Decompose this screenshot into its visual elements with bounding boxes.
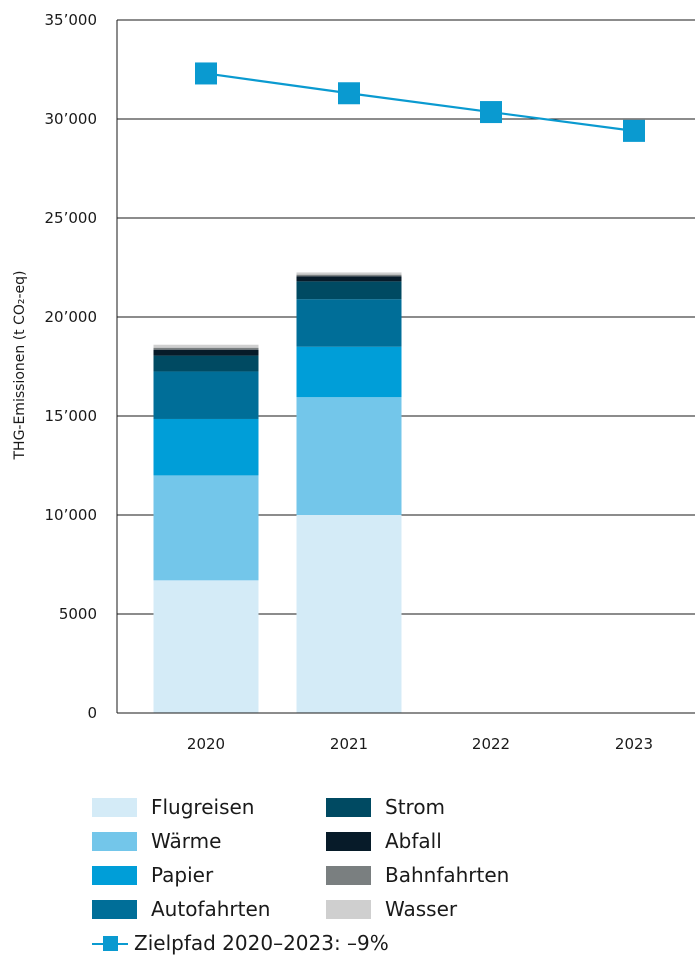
y-axis-label: THG-Emissionen (t CO₂-eq) — [12, 270, 28, 460]
legend-swatch — [326, 899, 371, 919]
bar-segment-strom — [296, 281, 402, 300]
legend-swatch — [92, 797, 137, 817]
bar-segment-autofahrten — [153, 371, 259, 419]
axes: 0 5000 10’000 15’000 20’000 25’000 30’000 35’00… — [45, 11, 695, 753]
legend-swatch — [326, 797, 371, 817]
target-path — [195, 62, 645, 142]
legend-item-target: Zielpfad 2020–2023: –9% — [92, 931, 389, 955]
target-marker — [195, 62, 217, 85]
bar-segment-abfall — [296, 276, 402, 282]
legend-label: Abfall — [385, 829, 442, 853]
bar-segment-wasser — [296, 272, 402, 275]
bar-segment-abfall — [153, 349, 259, 356]
legend-swatch — [326, 865, 371, 885]
legend-item: Abfall — [326, 829, 442, 853]
bar-segment-papier — [296, 346, 402, 398]
bar-segment-bahnfahrten — [296, 274, 402, 277]
x-tick-label: 2020 — [187, 735, 225, 753]
target-line — [205, 72, 635, 132]
y-tick-label: 25’000 — [45, 209, 98, 227]
target-marker — [623, 119, 645, 142]
legend-label: Strom — [385, 795, 446, 819]
legend-item: Flugreisen — [92, 795, 254, 819]
y-tick-label: 30’000 — [45, 110, 98, 128]
legend-item: Wasser — [326, 897, 457, 921]
target-marker — [480, 101, 502, 124]
bar-segment-flugreisen — [153, 580, 259, 713]
legend-label: Papier — [151, 863, 214, 887]
legend-swatch — [326, 831, 371, 851]
y-tick-label: 15’000 — [45, 407, 98, 425]
legend-label: Flugreisen — [151, 795, 255, 819]
y-tick-label: 35’000 — [45, 11, 98, 29]
y-tick-label: 10’000 — [45, 506, 98, 524]
legend-label: Bahnfahrten — [385, 863, 510, 887]
bar-segment-papier — [153, 418, 259, 476]
y-tick-label: 5000 — [59, 605, 97, 623]
emissions-chart: 0 5000 10’000 15’000 20’000 25’000 30’000 35’00… — [12, 11, 695, 753]
legend-label: Wärme — [151, 829, 222, 853]
legend-item: Papier — [92, 863, 213, 887]
bar-segment-wärme — [153, 475, 259, 581]
legend: Flugreisen Wärme Papier Autofahrten Strom Abf… — [92, 795, 692, 957]
legend-item: Wärme — [92, 829, 221, 853]
bar-segment-wärme — [296, 397, 402, 515]
legend-item: Strom — [326, 795, 445, 819]
bar-segment-bahnfahrten — [153, 347, 259, 350]
legend-target-symbol — [92, 934, 128, 953]
x-tick-label: 2022 — [472, 735, 510, 753]
bar-segment-strom — [153, 355, 259, 372]
legend-label: Zielpfad 2020–2023: –9% — [134, 931, 389, 955]
legend-label: Wasser — [385, 897, 458, 921]
legend-item: Autofahrten — [92, 897, 270, 921]
x-tick-label: 2021 — [330, 735, 368, 753]
y-tick-label: 20’000 — [45, 308, 98, 326]
legend-swatch — [92, 899, 137, 919]
bar-segment-wasser — [153, 344, 259, 348]
target-marker — [338, 82, 360, 105]
x-tick-label: 2023 — [615, 735, 653, 753]
legend-swatch — [92, 831, 137, 851]
y-tick-label: 0 — [87, 704, 97, 722]
legend-item: Bahnfahrten — [326, 863, 509, 887]
legend-label: Autofahrten — [151, 897, 271, 921]
stacked-bars — [153, 272, 402, 713]
bar-segment-autofahrten — [296, 299, 402, 347]
legend-swatch — [92, 865, 137, 885]
bar-segment-flugreisen — [296, 515, 402, 713]
